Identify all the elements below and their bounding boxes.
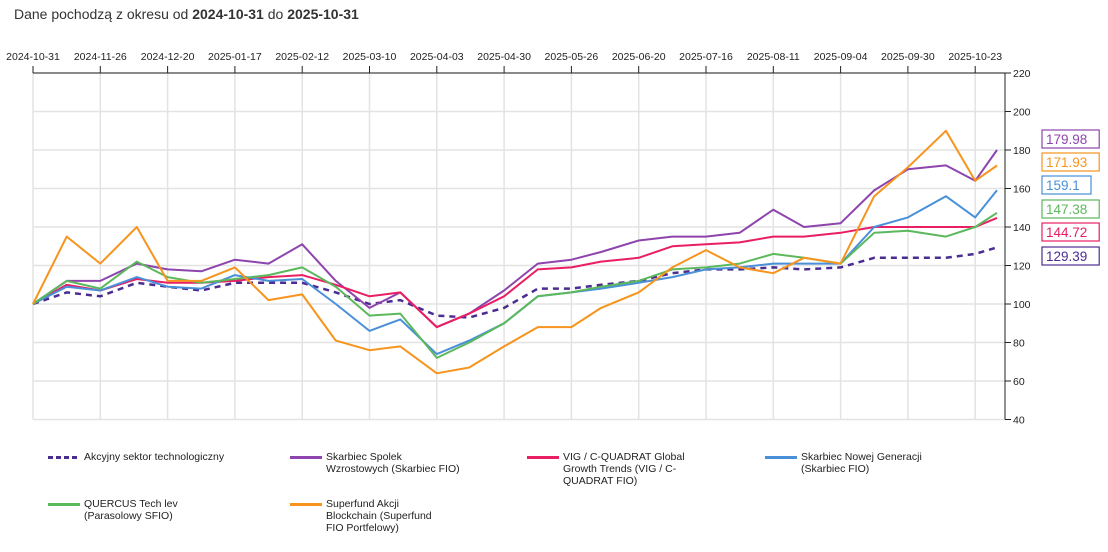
last-value-box	[1041, 199, 1100, 219]
x-tick-label: 2025-10-23	[948, 51, 1002, 63]
y-tick-label: 120	[1013, 261, 1031, 273]
y-tick-label: 140	[1013, 222, 1031, 234]
legend-swatch	[527, 456, 559, 459]
last-value-label: 147.38	[1046, 202, 1087, 217]
x-tick-label: 2024-11-26	[74, 51, 127, 63]
legend-label: Akcyjny sektor technologiczny	[84, 451, 225, 463]
last-value-box	[1041, 222, 1100, 242]
x-tick-label: 2025-05-26	[545, 51, 599, 63]
legend-swatch	[290, 503, 322, 506]
y-tick-label: 80	[1013, 338, 1025, 350]
legend-label: QUERCUS Tech lev (Parasolowy SFIO)	[84, 498, 178, 522]
last-value-label: 179.98	[1046, 132, 1087, 147]
x-tick-label: 2025-02-12	[275, 51, 329, 63]
y-tick-label: 220	[1013, 68, 1031, 80]
x-tick-label: 2025-09-30	[881, 51, 935, 63]
series-line-4	[32, 211, 998, 359]
x-tick-label: 2024-10-31	[6, 51, 60, 63]
y-tick-label: 160	[1013, 184, 1031, 196]
caption-from-date: 2024-10-31	[192, 6, 264, 22]
legend-swatch	[765, 456, 797, 459]
x-tick-label: 2025-06-20	[612, 51, 666, 63]
caption-prefix: Dane pochodzą z okresu od	[14, 6, 189, 22]
x-tick-label: 2025-08-11	[747, 51, 800, 63]
last-value-box	[1041, 175, 1092, 195]
x-tick-label: 2025-03-10	[343, 51, 397, 63]
y-tick-label: 100	[1013, 299, 1031, 311]
legend-label: Skarbiec Nowej Generacji (Skarbiec FIO)	[801, 451, 922, 475]
last-value-box	[1041, 129, 1100, 149]
last-value-label: 159.1	[1046, 178, 1080, 193]
last-value-label: 171.93	[1046, 155, 1087, 170]
legend-label: Skarbiec Spolek Wzrostowych (Skarbiec FI…	[326, 451, 460, 475]
series-line-5	[32, 129, 998, 375]
x-tick-label: 2025-07-16	[679, 51, 733, 63]
y-tick-label: 180	[1013, 145, 1031, 157]
x-tick-label: 2025-04-03	[410, 51, 464, 63]
legend-label: VIG / C-QUADRAT Global Growth Trends (VI…	[563, 451, 685, 487]
legend-label: Superfund Akcji Blockchain (Superfund FI…	[326, 498, 432, 534]
series-line-2	[32, 216, 998, 329]
series-line-1	[32, 149, 998, 329]
last-value-box	[1041, 152, 1100, 172]
legend-swatch	[48, 503, 80, 506]
series-line-3	[32, 189, 998, 356]
x-tick-label: 2024-12-20	[141, 51, 195, 63]
caption-mid: do	[267, 6, 284, 22]
y-tick-label: 60	[1013, 376, 1025, 388]
caption-to-date: 2025-10-31	[287, 6, 359, 22]
x-tick-label: 2025-04-30	[477, 51, 531, 63]
legend-swatch	[290, 456, 322, 459]
last-value-label: 129.39	[1046, 249, 1087, 264]
last-value-label: 144.72	[1046, 225, 1087, 240]
legend-swatch	[48, 456, 80, 459]
x-tick-label: 2025-01-17	[208, 51, 262, 63]
x-tick-label: 2025-09-04	[814, 51, 868, 63]
y-tick-label: 200	[1013, 107, 1031, 119]
last-value-box	[1041, 246, 1100, 266]
y-tick-label: 40	[1013, 415, 1025, 427]
date-range-caption: Dane pochodzą z okresu od 2024-10-31 do …	[14, 6, 359, 22]
series-line-0	[32, 246, 998, 319]
